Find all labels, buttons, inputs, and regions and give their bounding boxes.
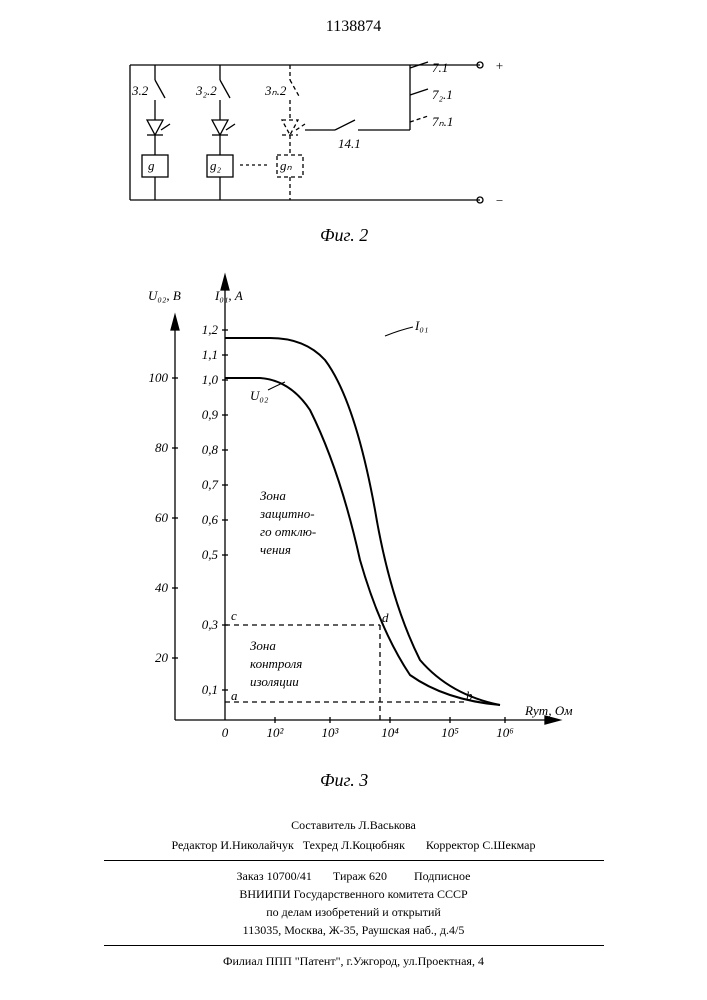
svg-text:g₂: g₂ <box>210 158 222 173</box>
figure-3-chart: U₀₂, В I₀₁, А Rут, Ом 100 80 60 40 20 <box>130 260 580 760</box>
org-line-2: по делам изобретений и открытий <box>0 903 707 921</box>
svg-text:0,1: 0,1 <box>202 682 218 697</box>
filial-line: Филиал ППП "Патент", г.Ужгород, ул.Проек… <box>0 952 707 970</box>
svg-text:c: c <box>231 608 237 623</box>
svg-text:0,3: 0,3 <box>202 617 219 632</box>
svg-text:14.1: 14.1 <box>338 136 361 151</box>
svg-text:10⁴: 10⁴ <box>381 725 399 740</box>
svg-text:100: 100 <box>149 370 169 385</box>
figure-2-circuit: + − 3.2 g <box>110 50 510 220</box>
svg-text:3ₙ.2: 3ₙ.2 <box>264 83 287 98</box>
svg-text:g: g <box>148 158 155 173</box>
svg-text:b: b <box>466 688 473 703</box>
svg-text:U₀₂, В: U₀₂, В <box>148 288 181 303</box>
svg-text:−: − <box>495 193 504 208</box>
patent-number: 1138874 <box>0 18 707 36</box>
svg-text:I₀₁: I₀₁ <box>414 318 428 333</box>
svg-text:0,9: 0,9 <box>202 407 219 422</box>
svg-text:80: 80 <box>155 440 169 455</box>
svg-text:d: d <box>382 610 389 625</box>
svg-text:Зона: Зона <box>260 488 286 503</box>
compiler-line: Составитель Л.Васькова <box>0 816 707 834</box>
figure-3-caption: Фиг. 3 <box>320 770 368 791</box>
svg-text:Rут, Ом: Rут, Ом <box>524 703 573 718</box>
svg-text:3.2: 3.2 <box>131 83 149 98</box>
svg-text:40: 40 <box>155 580 169 595</box>
svg-text:0,7: 0,7 <box>202 477 219 492</box>
figure-2-caption: Фиг. 2 <box>320 225 368 246</box>
svg-text:I₀₁, А: I₀₁, А <box>214 288 243 303</box>
svg-text:0,5: 0,5 <box>202 547 219 562</box>
svg-text:10²: 10² <box>267 725 285 740</box>
svg-text:1,0: 1,0 <box>202 372 219 387</box>
svg-text:3₂.2: 3₂.2 <box>195 83 217 98</box>
svg-text:a: a <box>231 688 238 703</box>
svg-text:чения: чения <box>260 542 291 557</box>
svg-text:10⁶: 10⁶ <box>496 725 514 740</box>
editor-line: Редактор И.Николайчук Техред Л.Коцюбняк … <box>0 836 707 854</box>
svg-text:1,2: 1,2 <box>202 322 219 337</box>
svg-text:U₀₂: U₀₂ <box>250 388 269 403</box>
svg-text:+: + <box>495 58 504 73</box>
svg-text:7.1: 7.1 <box>432 60 448 75</box>
imprint-footer: Составитель Л.Васькова Редактор И.Никола… <box>0 816 707 970</box>
svg-text:0,8: 0,8 <box>202 442 219 457</box>
org-line-1: ВНИИПИ Государственного комитета СССР <box>0 885 707 903</box>
svg-text:0,6: 0,6 <box>202 512 219 527</box>
svg-text:0: 0 <box>222 725 229 740</box>
svg-text:7₂.1: 7₂.1 <box>432 87 453 102</box>
order-line: Заказ 10700/41 Тираж 620 Подписное <box>0 867 707 885</box>
svg-text:го отклю-: го отклю- <box>260 524 316 539</box>
svg-text:gₙ: gₙ <box>280 158 293 173</box>
svg-text:60: 60 <box>155 510 169 525</box>
svg-text:Зона: Зона <box>250 638 276 653</box>
svg-text:20: 20 <box>155 650 169 665</box>
svg-text:контроля: контроля <box>250 656 302 671</box>
svg-text:7ₙ.1: 7ₙ.1 <box>432 114 453 129</box>
svg-text:1,1: 1,1 <box>202 347 218 362</box>
svg-text:защитно-: защитно- <box>259 506 315 521</box>
svg-text:10⁵: 10⁵ <box>441 725 459 740</box>
address-line: 113035, Москва, Ж-35, Раушская наб., д.4… <box>0 921 707 939</box>
svg-text:10³: 10³ <box>322 725 340 740</box>
patent-page: 1138874 + − 3. <box>0 0 707 1000</box>
svg-text:изоляции: изоляции <box>250 674 299 689</box>
